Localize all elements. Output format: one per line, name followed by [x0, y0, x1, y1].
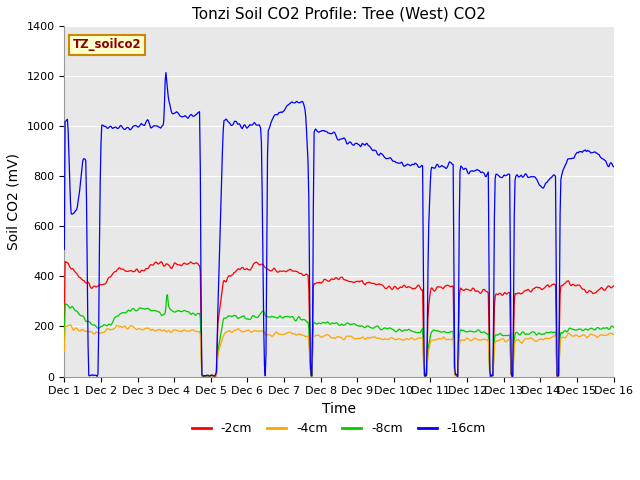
Title: Tonzi Soil CO2 Profile: Tree (West) CO2: Tonzi Soil CO2 Profile: Tree (West) CO2 — [192, 7, 486, 22]
Text: TZ_soilco2: TZ_soilco2 — [72, 38, 141, 51]
X-axis label: Time: Time — [322, 402, 356, 416]
Legend: -2cm, -4cm, -8cm, -16cm: -2cm, -4cm, -8cm, -16cm — [187, 418, 491, 441]
Y-axis label: Soil CO2 (mV): Soil CO2 (mV) — [7, 153, 21, 250]
